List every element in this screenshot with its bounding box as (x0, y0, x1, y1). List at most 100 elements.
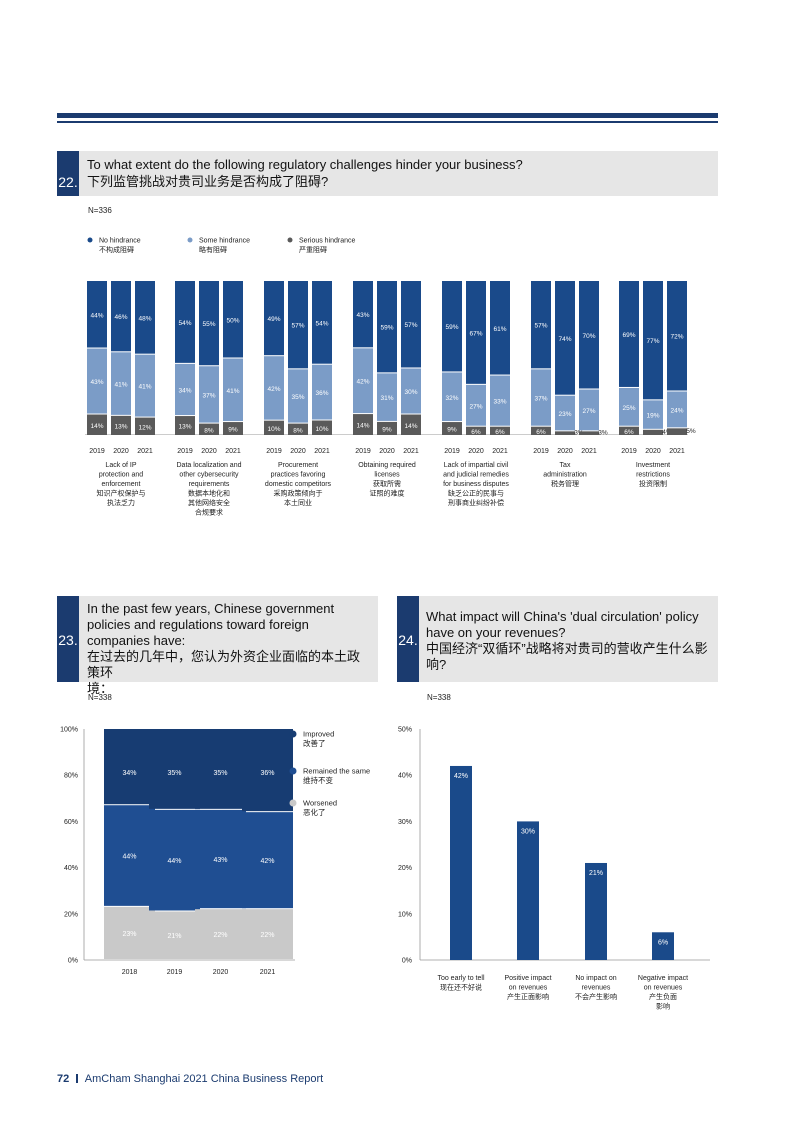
data-label-2-2021-s1: 50% (226, 317, 239, 324)
q24-data-label-2: 30% (521, 828, 535, 835)
category-label-2-1: Data localization and (177, 462, 242, 469)
q23-bar-2021-improved (242, 729, 293, 812)
data-label-4-2020-s1: 59% (380, 325, 393, 332)
bar-3-2020-s3 (288, 423, 308, 435)
q24-category-label-1-1: Too early to tell (437, 975, 485, 982)
q23-label-2020-2: 43% (213, 857, 227, 864)
category-label-1-3: enforcement (102, 481, 141, 488)
data-label-5-2021-s3: 6% (495, 429, 505, 436)
bar-5-2021-s1 (490, 281, 510, 375)
year-label-2-2021: 2021 (225, 448, 241, 455)
category-label-7-3: 投资限制 (639, 479, 667, 488)
legend-label-3: Serious hindrance (299, 238, 356, 245)
year-label-1-2020: 2020 (113, 448, 129, 455)
q24-category-label-3-1: No impact on (575, 975, 616, 982)
q22-title-en: To what extent do the following regulato… (87, 157, 523, 172)
data-label-4-2021-s2: 30% (404, 389, 417, 396)
footer-separator (76, 1074, 79, 1083)
data-label-7-2021-s1: 72% (670, 334, 683, 341)
q24-y-tick-0%: 0% (402, 958, 412, 965)
data-label-3-2019-s1: 49% (267, 316, 280, 323)
year-label-5-2020: 2020 (468, 448, 484, 455)
year-label-3-2021: 2021 (314, 448, 330, 455)
bar-5-2019-s2 (442, 372, 462, 422)
bar-7-2019-s2 (619, 387, 639, 426)
legend-label-zh-1: 不构成阻碍 (99, 245, 134, 254)
q23-year-2018: 2018 (122, 969, 138, 976)
year-label-1-2019: 2019 (89, 448, 105, 455)
q23-legend-zh-1: 改善了 (303, 738, 326, 748)
report-title: AmCham Shanghai 2021 China Business Repo… (84, 1073, 324, 1085)
q23-bar-2020-worsened (195, 909, 246, 959)
q24-data-label-3: 21% (589, 870, 603, 877)
category-label-4-1: Obtaining required (358, 462, 416, 469)
bar-3-2021-s1 (312, 281, 332, 364)
q23-bar-2019-worsened (149, 911, 200, 959)
data-label-7-2019-s1: 69% (622, 332, 635, 339)
data-label-3-2019-s2: 42% (267, 386, 280, 393)
q23-label-2019-2: 44% (167, 858, 181, 865)
data-label-6-2019-s2: 37% (534, 396, 547, 403)
q23-label-2020-3: 35% (213, 770, 227, 777)
q23-y-tick-40%: 40% (64, 865, 78, 872)
q23-label-2018-3: 34% (122, 770, 136, 777)
data-label-2-2020-s1: 55% (202, 321, 215, 328)
data-label-6-2019-s1: 57% (534, 323, 547, 330)
category-label-1-5: 执法乏力 (107, 498, 135, 507)
data-label-1-2021-s1: 48% (138, 315, 151, 322)
q22-header (57, 151, 718, 196)
q24-y-tick-30%: 30% (398, 819, 412, 826)
bar-4-2019-s1 (353, 281, 373, 348)
q24-bar-3 (585, 862, 607, 960)
q24-data-label-1: 42% (454, 773, 468, 780)
q23-bar-2018-improved (104, 729, 155, 805)
bar-2-2020-s1 (199, 281, 219, 366)
category-label-2-5: 其他网络安全 (188, 498, 230, 507)
bar-3-2020-s1 (288, 281, 308, 369)
q24-bar-4 (652, 932, 674, 960)
category-label-4-2: licenses (374, 472, 400, 479)
category-label-5-2: and judicial remedies (443, 472, 509, 479)
data-label-3-2020-s1: 57% (291, 323, 304, 330)
bar-3-2019-s3 (264, 420, 284, 435)
q24-header (397, 596, 718, 682)
q23-year-2020: 2020 (213, 969, 229, 976)
bar-7-2019-s3 (619, 426, 639, 435)
legend-label-1: No hindrance (99, 238, 141, 245)
bar-2-2021-s2 (223, 358, 243, 422)
q23-sample-size: N=338 (88, 693, 112, 702)
q23-title: In the past few years, Chinese governmen… (87, 601, 361, 696)
data-label-2-2019-s3: 13% (178, 424, 191, 431)
data-label-6-2019-s3: 6% (536, 429, 546, 436)
category-label-1-4: 知识产权保护与 (97, 489, 146, 498)
bar-6-2019-s2 (531, 369, 551, 426)
legend-label-zh-2: 略有阻碍 (199, 245, 227, 254)
q23-legend-en-3: Worsened (303, 799, 337, 808)
year-label-4-2020: 2020 (379, 448, 395, 455)
q22-sample-size: N=336 (88, 206, 112, 215)
category-label-3-2: practices favoring (271, 472, 326, 479)
bar-6-2020-s1 (555, 281, 575, 395)
bar-4-2020-s3 (377, 421, 397, 435)
q23-label-2021-3: 36% (260, 770, 274, 777)
q24-number: 24. (397, 596, 419, 682)
data-label-5-2020-s3: 6% (471, 429, 481, 436)
bar-2-2020-s3 (199, 423, 219, 435)
data-label-3-2019-s3: 10% (267, 426, 280, 433)
data-label-4-2021-s3: 14% (404, 423, 417, 430)
data-label-5-2019-s3: 9% (447, 427, 457, 434)
q23-year-2019: 2019 (167, 969, 183, 976)
bar-1-2021-s3 (135, 417, 155, 435)
q24-category-label-4-2: on revenues (644, 985, 683, 992)
data-label-7-2020-s1: 77% (646, 338, 659, 345)
bar-2-2021-s3 (223, 422, 243, 435)
bar-6-2021-s3 (579, 431, 599, 435)
bar-4-2021-s1 (401, 281, 421, 368)
bar-5-2021-s2 (490, 375, 510, 426)
data-label-7-2021-s2: 24% (670, 407, 683, 414)
year-label-7-2019: 2019 (621, 448, 637, 455)
bar-7-2020-s3 (643, 429, 663, 435)
year-label-3-2020: 2020 (290, 448, 306, 455)
category-label-3-1: Procurement (278, 462, 318, 469)
category-label-2-4: 数据本地化和 (188, 489, 230, 498)
